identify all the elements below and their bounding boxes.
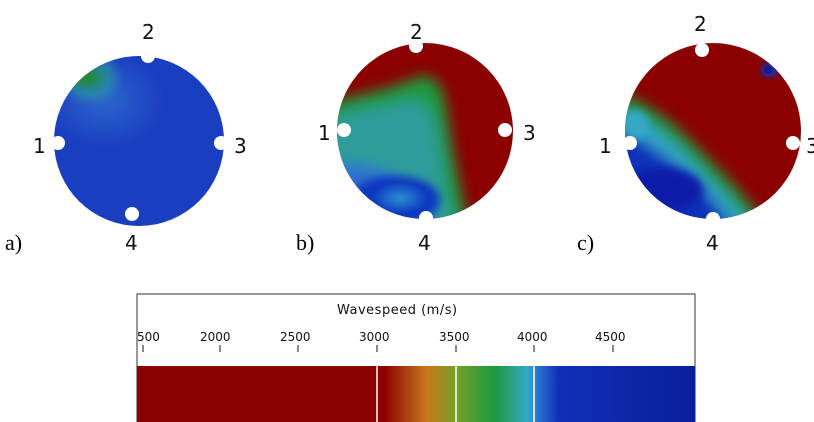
- colorbar: Wavespeed (m/s) 500 2000 2500 3000 3500 …: [136, 293, 696, 422]
- colorbar-tick: 4500: [595, 330, 626, 344]
- sensor-marker: [51, 136, 65, 150]
- panel-a-map: [54, 56, 224, 226]
- panel-c-map: [625, 43, 801, 219]
- colorbar-tick: 3500: [439, 330, 470, 344]
- sensor-label-1: 1: [33, 134, 46, 158]
- sensor-label-1: 1: [599, 134, 612, 158]
- panel-a-sensors: [51, 49, 228, 221]
- colorbar-title: Wavespeed (m/s): [337, 303, 458, 318]
- panel-c: 1 2 3 4 c): [577, 12, 814, 255]
- sensor-marker: [498, 123, 512, 137]
- sensor-marker: [125, 207, 139, 221]
- panel-a: 1 2 3 4 a): [5, 20, 247, 255]
- colorbar-tick: 500: [137, 330, 160, 344]
- colorbar-tick: 2500: [280, 330, 311, 344]
- sensor-marker: [695, 43, 709, 57]
- sensor-label-2: 2: [694, 12, 707, 36]
- colorbar-threshold-lines: [376, 366, 535, 422]
- sensor-marker: [409, 39, 423, 53]
- sensor-marker: [786, 136, 800, 150]
- sensor-label-3: 3: [234, 134, 247, 158]
- colorbar-tick: 4000: [517, 330, 548, 344]
- sensor-label-2: 2: [410, 20, 423, 44]
- panel-label-c: c): [577, 230, 594, 255]
- sensor-label-3: 3: [806, 134, 814, 158]
- sensor-marker: [214, 136, 228, 150]
- sensor-label-1: 1: [318, 121, 331, 145]
- colorbar-tick: 3000: [359, 330, 390, 344]
- colorbar-tick: 2000: [200, 330, 231, 344]
- sensor-marker: [337, 123, 351, 137]
- sensor-label-4: 4: [706, 231, 719, 255]
- panel-b: 1 2 3 4 b): [296, 20, 536, 255]
- sensor-marker: [623, 136, 637, 150]
- panel-c-sensors: [623, 43, 800, 226]
- sensor-label-2: 2: [142, 20, 155, 44]
- colorbar-gradient: [137, 366, 695, 422]
- sensor-marker: [419, 211, 433, 225]
- panel-b-map: [337, 43, 513, 219]
- sensor-marker: [706, 212, 720, 226]
- sensor-marker: [141, 49, 155, 63]
- panel-b-sensors: [337, 39, 512, 225]
- panel-label-a: a): [5, 230, 22, 255]
- sensor-label-4: 4: [418, 231, 431, 255]
- colorbar-tick-marks: [142, 345, 614, 352]
- sensor-label-4: 4: [125, 231, 138, 255]
- panel-label-b: b): [296, 230, 314, 255]
- sensor-label-3: 3: [523, 121, 536, 145]
